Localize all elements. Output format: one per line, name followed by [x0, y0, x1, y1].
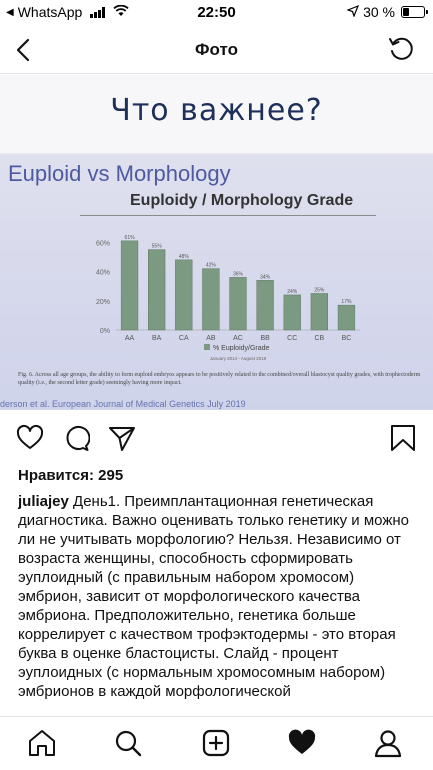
heart-filled-icon: [288, 729, 316, 754]
back-to-app-icon[interactable]: ◀: [6, 6, 14, 18]
back-to-app-label[interactable]: WhatsApp: [17, 4, 83, 20]
tab-home[interactable]: [26, 727, 58, 759]
bar-value-label: 25%: [314, 287, 325, 293]
bar-chart: 0% 20% 40% 60% 61% AA 55% BA 48% CA 42% AB 36% AC 34% B…: [96, 235, 360, 361]
y-tick-label: 60%: [96, 240, 110, 247]
handwritten-note: Что важнее?: [110, 93, 323, 128]
chart-title-underline: [80, 215, 376, 216]
share-button[interactable]: [108, 424, 136, 452]
status-time: 22:50: [197, 4, 236, 21]
paper-note: [0, 75, 433, 153]
status-bar: ◀ WhatsApp 22:50 30 %: [0, 0, 433, 26]
slide-citation: derson et al. European Journal of Medica…: [0, 399, 246, 409]
caption-body: День1. Преимплантационная генетическая д…: [18, 493, 409, 700]
y-tick-label: 20%: [96, 299, 110, 306]
tab-search[interactable]: [112, 727, 144, 759]
home-icon: [29, 730, 55, 756]
x-tick-label: CB: [314, 335, 324, 342]
bookmark-icon: [391, 425, 415, 451]
bar-value-label: 24%: [287, 289, 298, 295]
comment-icon: [66, 426, 91, 451]
status-right: 30 %: [346, 4, 428, 20]
location-arrow-icon: [346, 4, 360, 20]
add-post-icon: [202, 729, 230, 757]
x-tick-label: AA: [125, 335, 135, 342]
tab-profile[interactable]: [372, 727, 404, 759]
status-left: ◀ WhatsApp: [6, 4, 129, 20]
bar: [256, 280, 274, 331]
post-actions: [0, 420, 433, 456]
chevron-left-icon: [16, 38, 30, 62]
bar-value-label: 36%: [233, 271, 244, 277]
x-tick-label: BB: [260, 335, 270, 342]
slide-caption: Fig. 6. Across all age groups, the abili…: [18, 372, 421, 386]
wifi-icon: [113, 4, 129, 20]
battery-icon: [401, 6, 428, 18]
post-caption: juliajey День1. Преимплантационная генет…: [18, 492, 418, 716]
legend-swatch: [204, 344, 210, 350]
rotate-button[interactable]: [387, 34, 417, 64]
y-tick-label: 0%: [100, 328, 110, 335]
post-photo[interactable]: Что важнее? Euploid vs Morphology Euploi…: [0, 75, 433, 410]
x-tick-label: BC: [342, 335, 352, 342]
bar-value-label: 48%: [179, 254, 190, 260]
bar-value-label: 34%: [260, 274, 271, 280]
caption-username[interactable]: juliajey: [18, 493, 69, 510]
search-icon: [115, 730, 142, 757]
bar: [202, 268, 220, 331]
bar-value-label: 17%: [341, 299, 352, 305]
slide-title: Euploid vs Morphology: [8, 161, 231, 186]
bar-value-label: 42%: [206, 263, 217, 269]
tab-activity[interactable]: [286, 727, 318, 759]
nav-header: Фото: [0, 26, 433, 74]
chart-subtitle: January 2014 - August 2018: [210, 356, 267, 361]
bar-value-label: 55%: [152, 244, 163, 250]
bar: [120, 240, 139, 331]
bar: [337, 304, 356, 331]
tab-bar: [0, 716, 433, 770]
bar: [310, 293, 328, 331]
x-tick-label: AB: [206, 335, 216, 342]
chart-title: Euploidy / Morphology Grade: [130, 192, 354, 209]
back-button[interactable]: [10, 32, 42, 68]
rotate-icon: [389, 37, 413, 60]
send-icon: [109, 427, 135, 451]
y-tick-label: 40%: [96, 270, 110, 277]
save-button[interactable]: [389, 424, 417, 452]
profile-icon: [374, 730, 402, 758]
x-tick-label: AC: [233, 335, 243, 342]
bar-value-label: 61%: [125, 235, 136, 241]
x-tick-label: CA: [179, 335, 189, 342]
legend-label: % Euploidy/Grade: [213, 345, 270, 352]
bar: [175, 259, 193, 331]
bar: [283, 294, 301, 331]
heart-outline-icon: [16, 424, 44, 449]
x-tick-label: BA: [152, 335, 162, 342]
bar: [229, 277, 247, 331]
battery-percent: 30 %: [363, 4, 395, 20]
bar: [148, 249, 166, 331]
tab-add-post[interactable]: [200, 727, 232, 759]
page-title: Фото: [195, 40, 238, 59]
like-button[interactable]: [16, 424, 44, 452]
likes-count[interactable]: Нравится: 295: [18, 467, 124, 484]
comment-button[interactable]: [62, 424, 91, 452]
x-tick-label: CC: [287, 335, 297, 342]
signal-icon: [90, 6, 106, 18]
